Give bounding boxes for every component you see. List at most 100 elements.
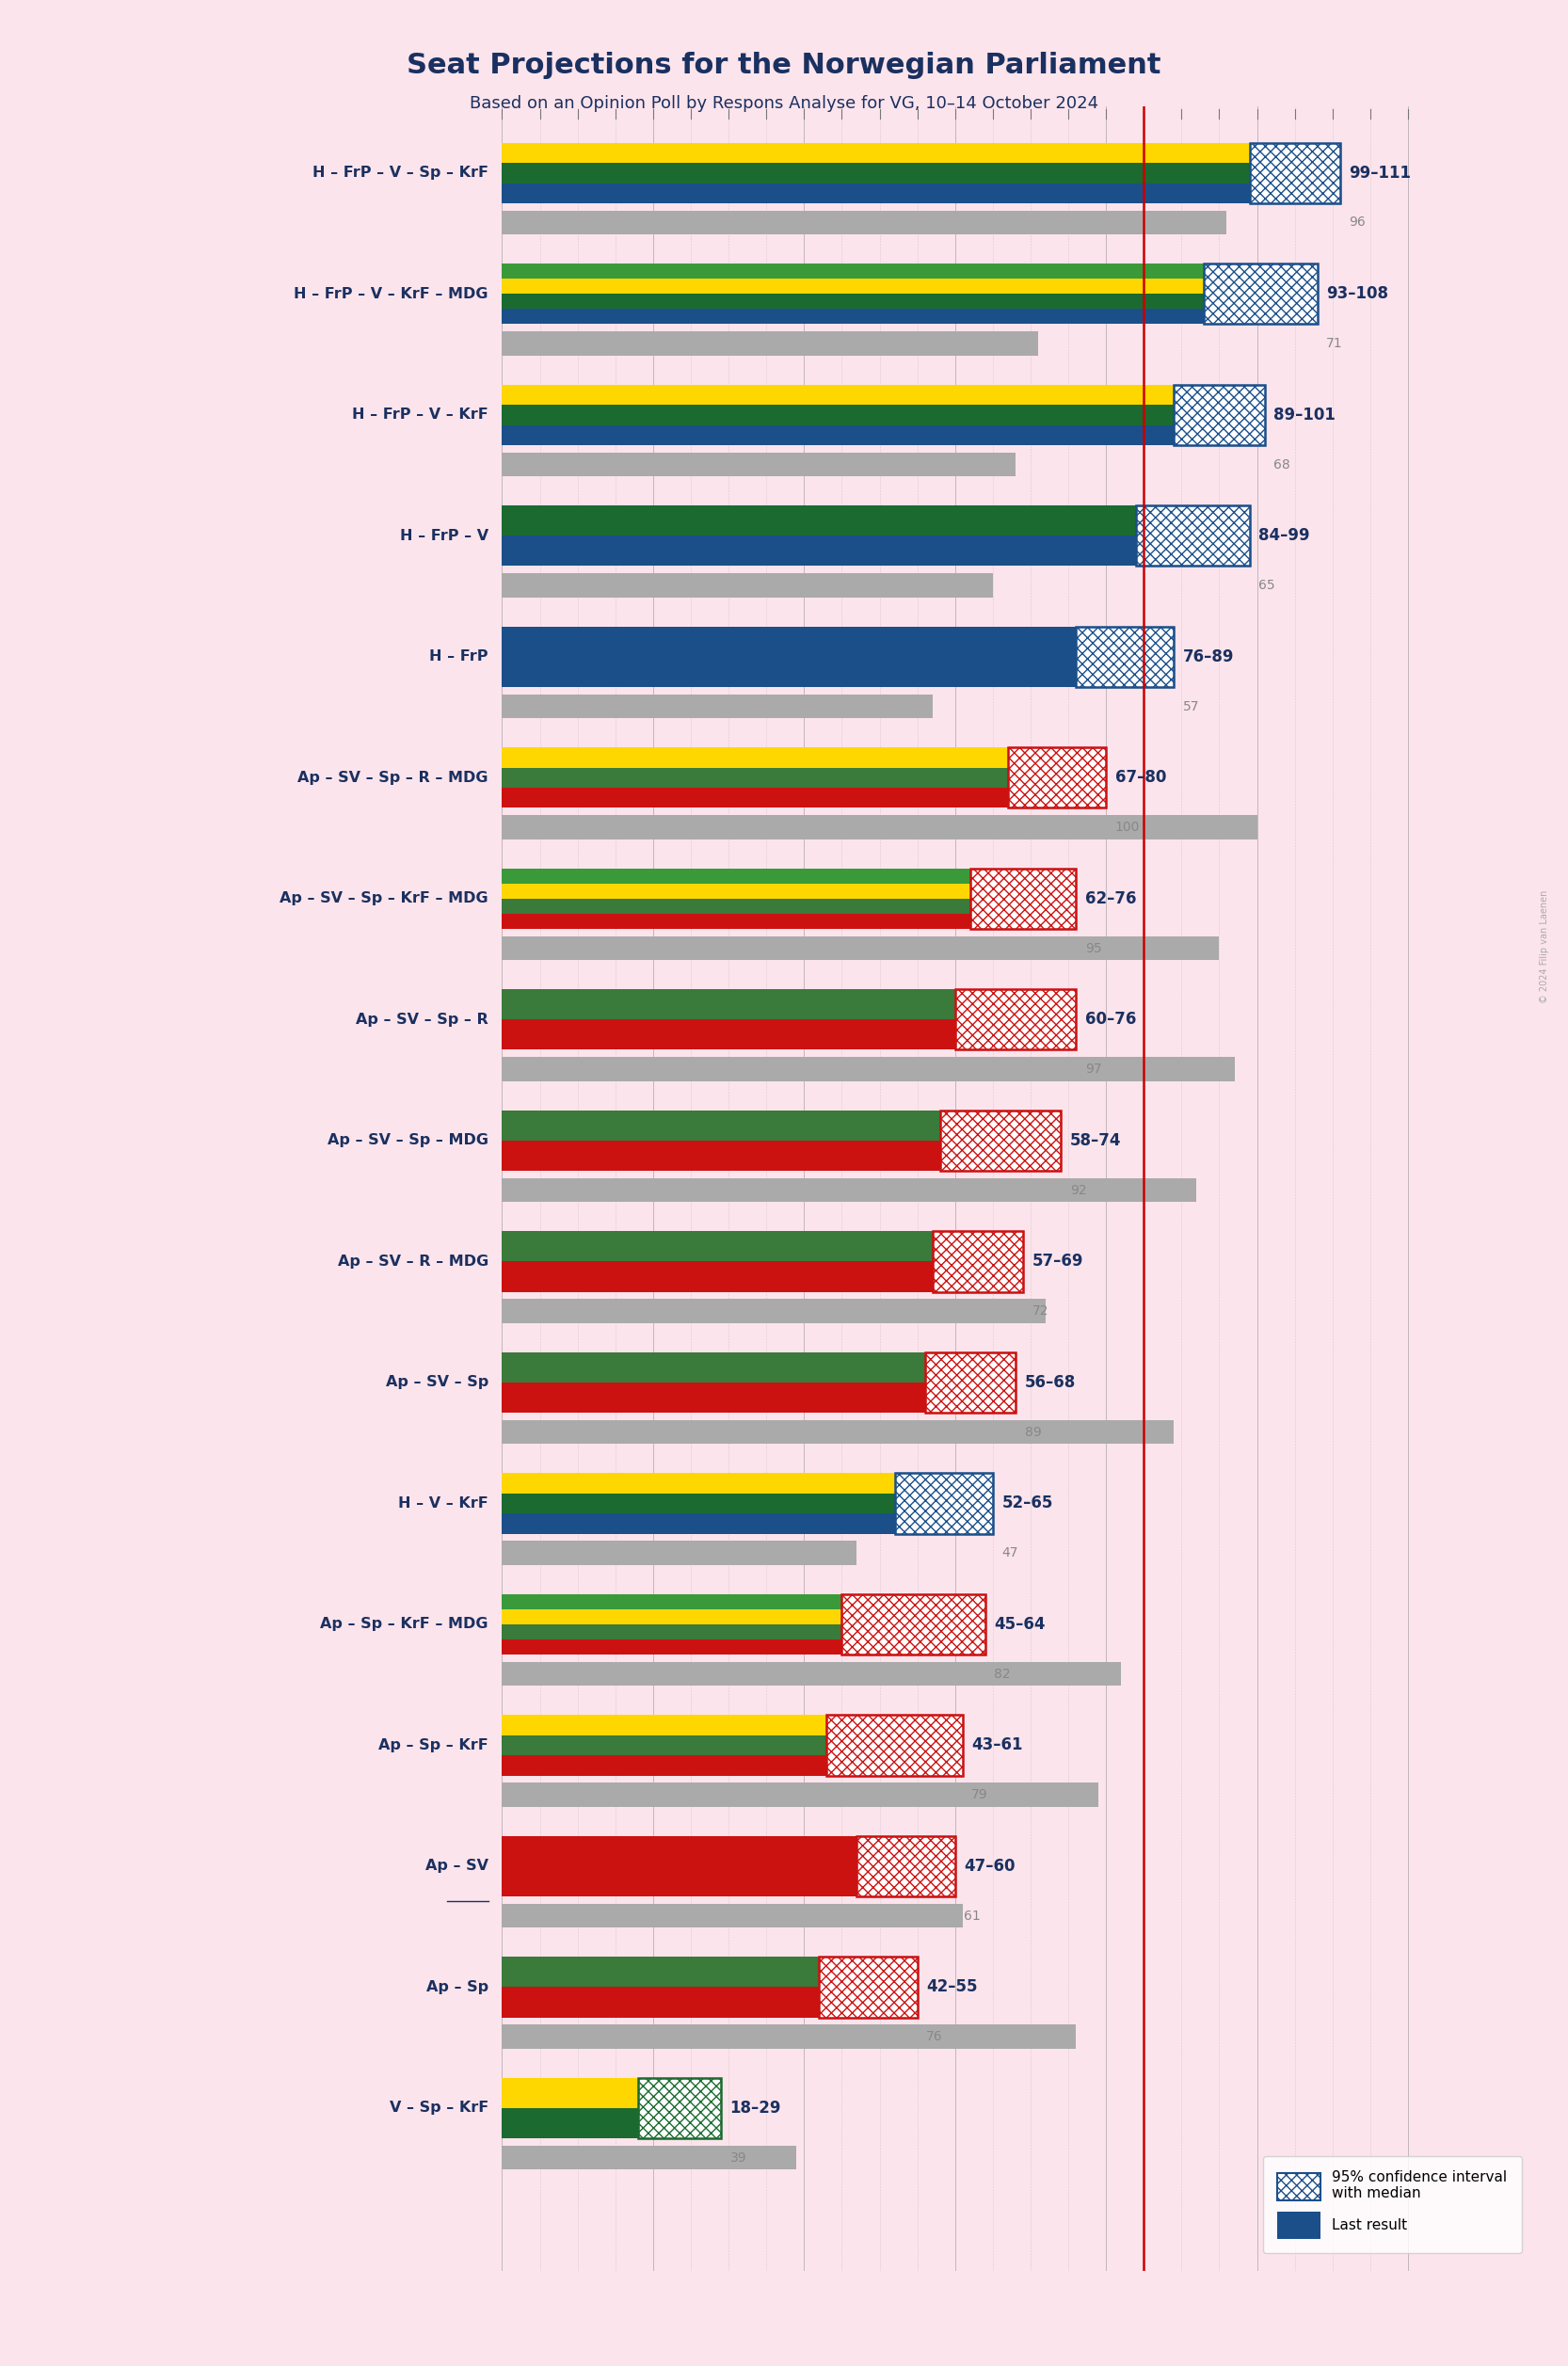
Text: Ap – SV – Sp – KrF – MDG: Ap – SV – Sp – KrF – MDG (279, 892, 489, 906)
Bar (502, 163, 1250, 182)
Text: 61: 61 (964, 1909, 982, 1921)
Text: H – FrP – V – Sp – KrF: H – FrP – V – Sp – KrF (312, 166, 489, 180)
Text: 100: 100 (1115, 821, 1140, 833)
Text: 62–76: 62–76 (1085, 890, 1137, 906)
Bar (502, 1756, 826, 1774)
Bar (842, 1595, 985, 1654)
Bar (502, 1353, 925, 1382)
Bar (502, 386, 1174, 405)
Bar (502, 211, 1226, 234)
Bar (939, 1110, 1060, 1171)
Bar (502, 1020, 955, 1051)
Bar (502, 310, 1204, 324)
Bar (933, 1230, 1022, 1292)
Bar (502, 1299, 1046, 1323)
Bar (856, 1836, 955, 1898)
Bar (502, 1261, 933, 1292)
Bar (502, 1540, 856, 1564)
Bar (502, 1493, 895, 1514)
Bar (502, 263, 1204, 279)
Bar (1076, 627, 1174, 686)
Bar (1076, 627, 1174, 686)
Bar (502, 1178, 1196, 1202)
Bar (502, 1382, 925, 1413)
Bar (502, 535, 1137, 565)
Bar (502, 693, 933, 719)
Bar (502, 1474, 895, 1493)
Bar (502, 293, 1204, 310)
Bar (895, 1474, 993, 1533)
Bar (502, 331, 1038, 355)
Text: Ap – SV: Ap – SV (425, 1860, 489, 1874)
Bar (502, 989, 955, 1020)
Legend: 95% confidence interval
with median, Last result: 95% confidence interval with median, Las… (1264, 2155, 1521, 2252)
Text: 68: 68 (1273, 459, 1290, 471)
Text: Ap – Sp – KrF: Ap – Sp – KrF (378, 1739, 489, 1753)
Text: 43–61: 43–61 (972, 1737, 1022, 1753)
Text: Ap – Sp – KrF – MDG: Ap – Sp – KrF – MDG (320, 1618, 489, 1633)
Bar (502, 426, 1174, 445)
Bar (502, 1957, 818, 1987)
Bar (502, 1782, 1099, 1808)
Text: 89–101: 89–101 (1273, 407, 1336, 424)
Bar (1137, 506, 1250, 565)
Bar (502, 868, 971, 883)
Text: Ap – SV – Sp – R: Ap – SV – Sp – R (356, 1013, 489, 1027)
Text: Ap – SV – Sp – MDG: Ap – SV – Sp – MDG (328, 1133, 489, 1148)
Bar (502, 1595, 842, 1609)
Bar (1008, 748, 1105, 807)
Text: 95: 95 (1085, 942, 1101, 956)
Text: H – FrP: H – FrP (430, 651, 489, 665)
Bar (502, 1715, 826, 1734)
Bar (502, 506, 1137, 535)
Text: 79: 79 (972, 1789, 988, 1801)
Text: 47–60: 47–60 (964, 1857, 1016, 1874)
Text: Ap – SV – Sp: Ap – SV – Sp (386, 1375, 489, 1389)
Bar (1204, 263, 1317, 324)
Bar (502, 1625, 842, 1640)
Bar (502, 767, 1008, 788)
Bar (933, 1230, 1022, 1292)
Bar (1250, 142, 1341, 203)
Text: 18–29: 18–29 (731, 2099, 781, 2118)
Text: Based on an Opinion Poll by Respons Analyse for VG, 10–14 October 2024: Based on an Opinion Poll by Respons Anal… (469, 95, 1099, 111)
Bar (638, 2077, 721, 2139)
Bar (502, 883, 971, 899)
Bar (502, 937, 1220, 961)
Bar (842, 1595, 985, 1654)
Bar (502, 2025, 1076, 2049)
Bar (826, 1715, 963, 1774)
Text: 58–74: 58–74 (1069, 1131, 1121, 1150)
Bar (925, 1353, 1016, 1413)
Bar (502, 142, 1250, 163)
Bar (502, 1058, 1234, 1081)
Bar (502, 788, 1008, 807)
Text: H – FrP – V – KrF: H – FrP – V – KrF (353, 407, 489, 421)
Bar (1174, 386, 1264, 445)
Bar (502, 913, 971, 930)
Text: 67–80: 67–80 (1115, 769, 1167, 786)
Text: Ap – Sp: Ap – Sp (426, 1980, 489, 1995)
Text: Ap – SV – R – MDG: Ap – SV – R – MDG (337, 1254, 489, 1268)
Text: 76–89: 76–89 (1182, 648, 1234, 665)
Bar (502, 1140, 939, 1171)
Bar (502, 2077, 638, 2108)
Bar (502, 279, 1204, 293)
Bar (502, 2108, 638, 2139)
Text: 47: 47 (1002, 1547, 1018, 1559)
Bar (502, 627, 1076, 686)
Bar (818, 1957, 917, 2018)
Bar (939, 1110, 1060, 1171)
Text: 82: 82 (994, 1668, 1011, 1680)
Text: 52–65: 52–65 (1002, 1495, 1054, 1512)
Bar (502, 573, 993, 599)
Bar (502, 1905, 963, 1928)
Bar (856, 1836, 955, 1898)
Text: 96: 96 (1348, 215, 1366, 230)
Bar (638, 2077, 721, 2139)
Text: 72: 72 (1032, 1304, 1049, 1318)
Bar (895, 1474, 993, 1533)
Bar (955, 989, 1076, 1051)
Bar (502, 452, 1016, 476)
Text: 71: 71 (1327, 336, 1344, 350)
